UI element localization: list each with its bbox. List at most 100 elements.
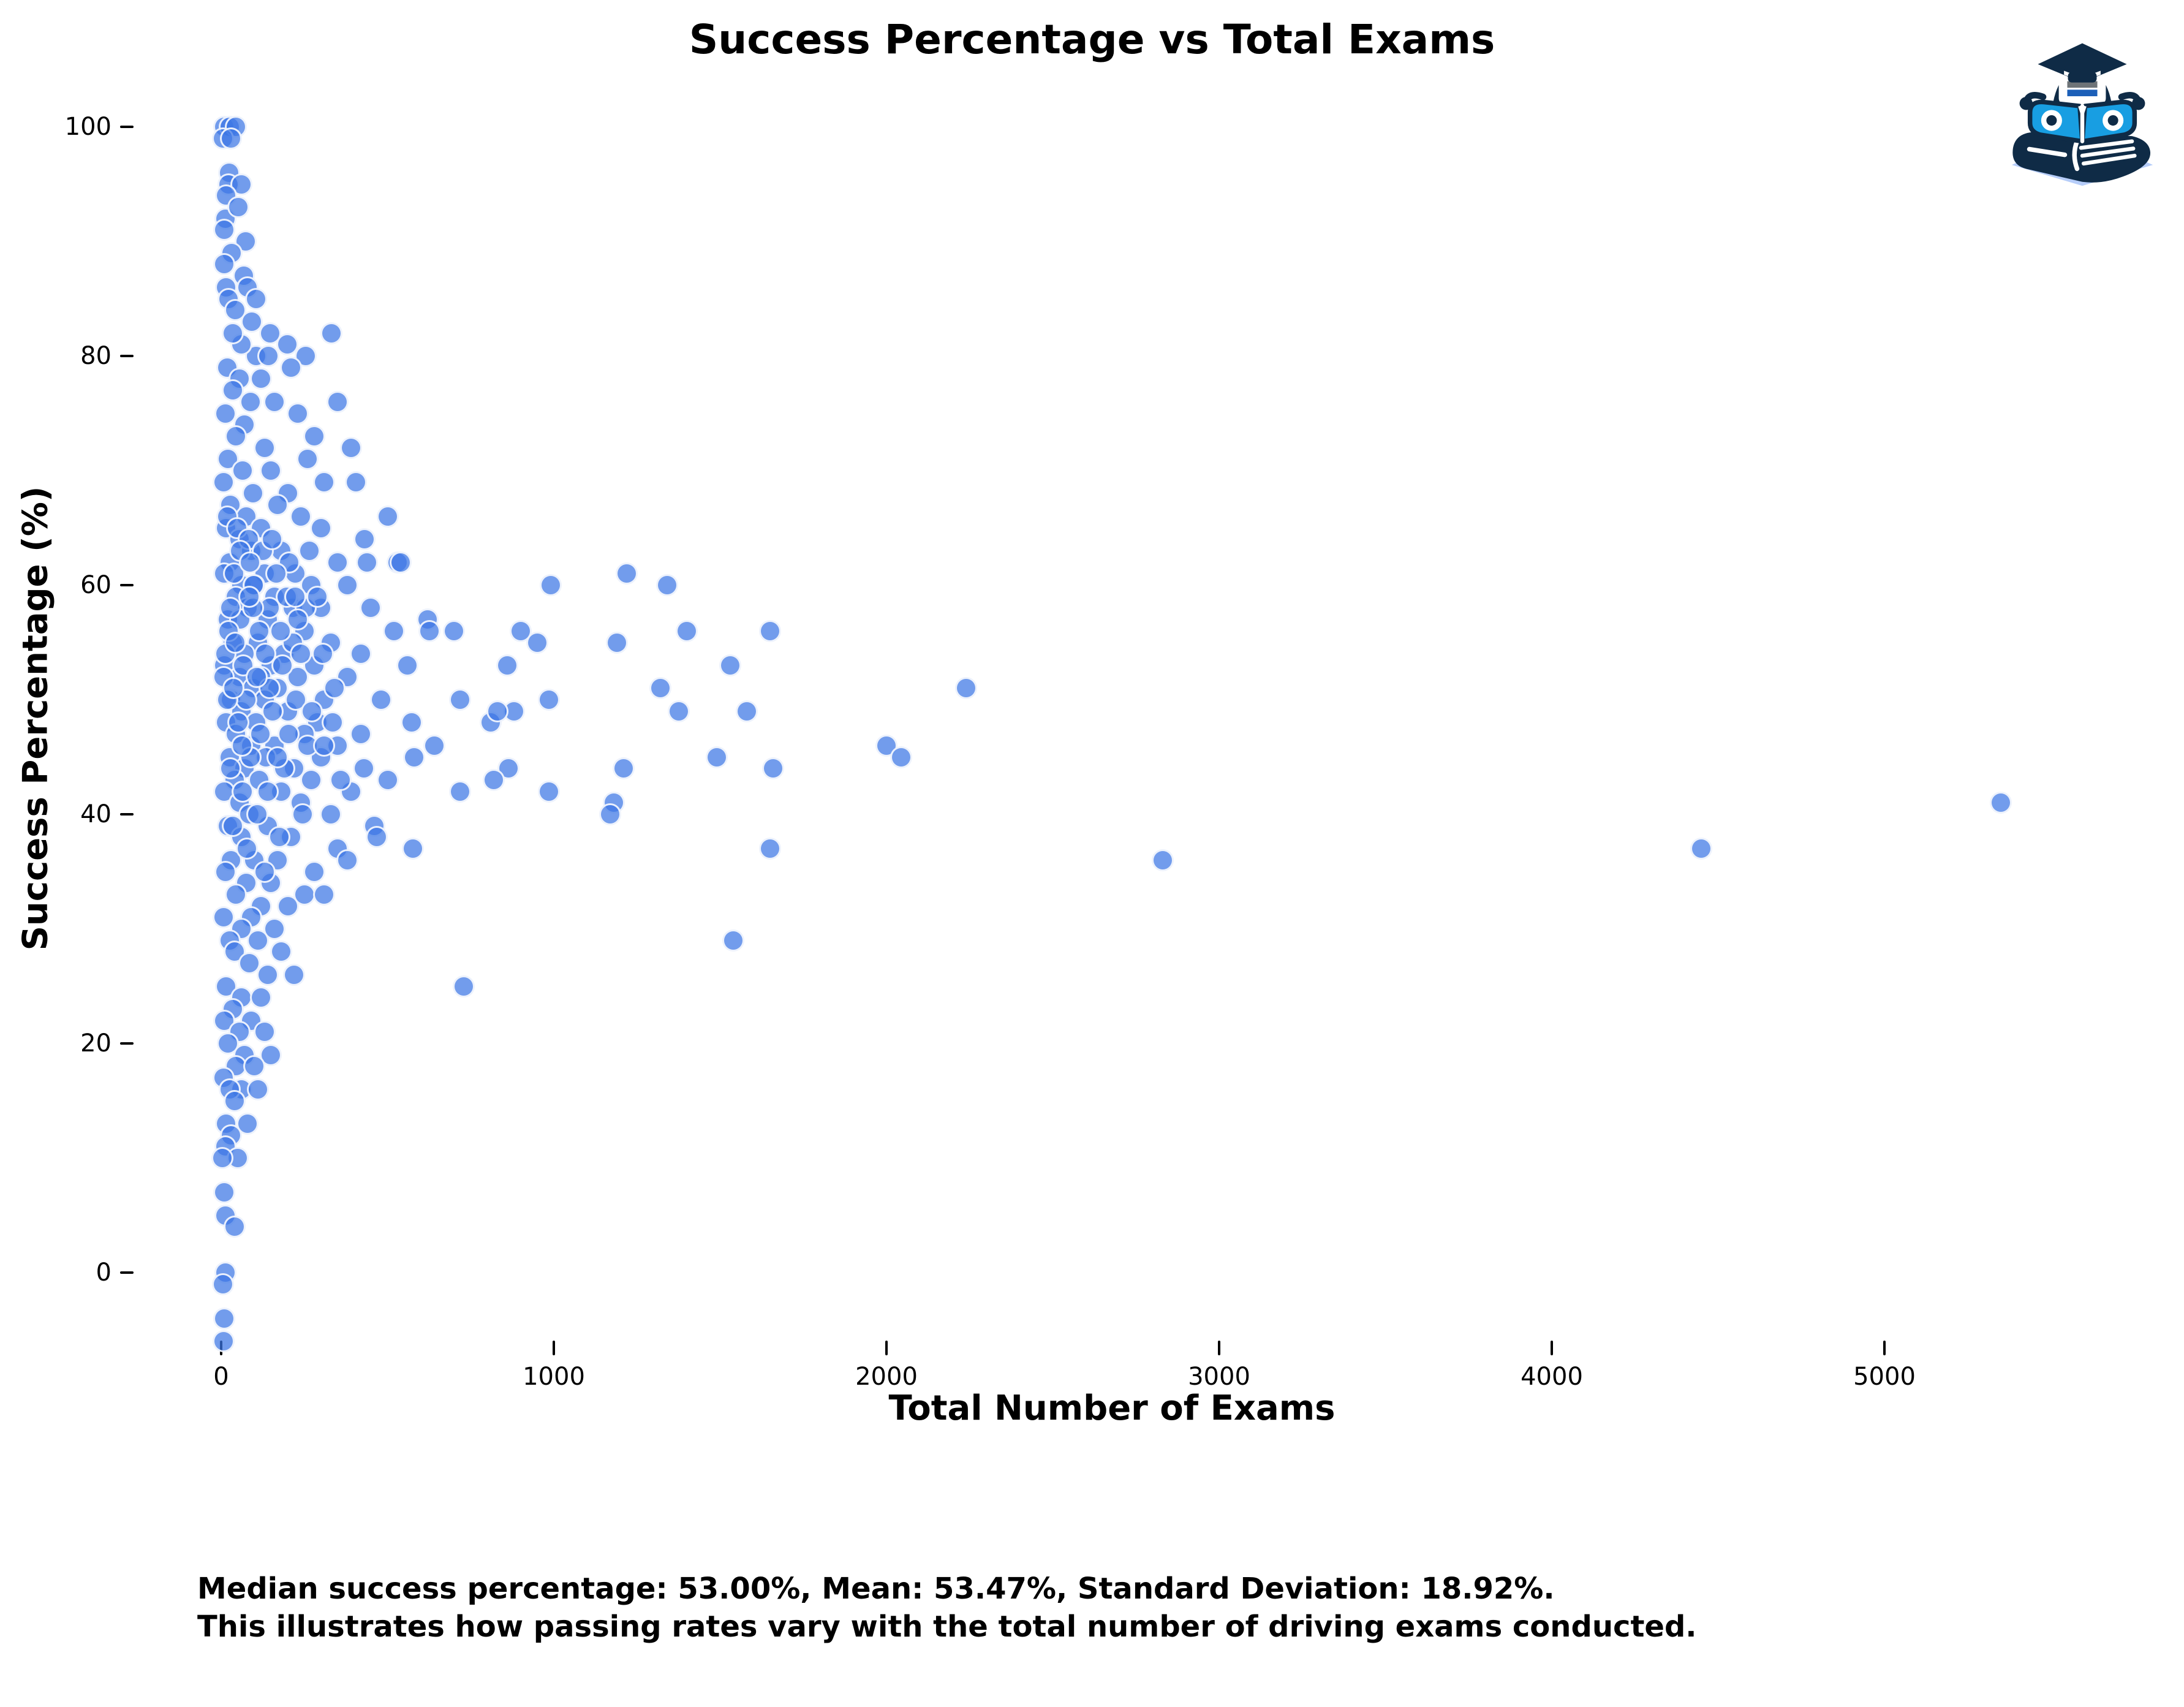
scatter-point — [300, 768, 322, 791]
scatter-point — [215, 184, 238, 207]
scatter-point — [213, 1307, 236, 1330]
scatter-point — [369, 689, 392, 711]
scatter-point — [253, 436, 276, 459]
scatter-point — [890, 746, 913, 768]
scatter-point — [313, 883, 336, 906]
scatter-point — [257, 963, 279, 986]
scatter-point — [269, 619, 292, 642]
scatter-point — [268, 826, 291, 849]
scatter-point — [722, 929, 745, 952]
scatter-point — [366, 826, 388, 849]
x-tick-mark — [885, 1341, 888, 1355]
x-tick-label: 1000 — [523, 1363, 585, 1391]
scatter-point — [309, 517, 332, 539]
scatter-point — [676, 619, 698, 642]
scatter-point — [232, 780, 254, 803]
scatter-point — [539, 574, 562, 596]
scatter-point — [225, 425, 247, 447]
scatter-point — [213, 219, 235, 241]
scatter-point — [220, 127, 243, 150]
scatter-point — [232, 654, 254, 676]
scatter-point — [396, 654, 419, 676]
scatter-point — [344, 471, 367, 493]
scatter-point — [214, 402, 236, 425]
scatter-point — [245, 287, 267, 310]
scatter-point — [390, 551, 412, 573]
scatter-point — [238, 551, 261, 573]
scatter-point — [223, 1216, 246, 1238]
scatter-point — [241, 482, 264, 505]
scatter-point — [758, 838, 781, 860]
scatter-point — [336, 849, 359, 871]
scatter-point — [213, 1181, 235, 1204]
scatter-point — [276, 333, 299, 356]
scatter-point — [303, 425, 326, 447]
scatter-point — [219, 757, 242, 780]
scatter-point — [260, 460, 282, 482]
scatter-point — [290, 643, 312, 665]
scatter-point — [239, 390, 262, 413]
scatter-point — [297, 448, 319, 471]
x-tick-mark — [1218, 1341, 1220, 1355]
scatter-point — [219, 597, 241, 619]
scatter-point — [313, 734, 336, 757]
scatter-point — [606, 631, 629, 654]
scatter-point — [616, 562, 638, 585]
scatter-point — [246, 1078, 269, 1100]
scatter-point — [265, 562, 287, 585]
y-tick-label: 0 — [96, 1258, 111, 1287]
scatter-point — [292, 803, 314, 825]
scatter-point — [1690, 838, 1713, 860]
scatter-point — [276, 895, 299, 917]
scatter-point — [350, 723, 372, 746]
scatter-point — [246, 803, 268, 825]
car-icon — [2019, 43, 2145, 144]
y-tick-label: 40 — [80, 800, 111, 828]
scatter-point — [376, 505, 399, 528]
scatter-point — [253, 1021, 276, 1043]
scatter-point — [290, 505, 312, 528]
y-tick-mark — [120, 1271, 134, 1274]
x-tick-label: 3000 — [1188, 1363, 1250, 1391]
scatter-point — [719, 654, 741, 676]
scatter-point — [266, 746, 289, 768]
scatter-point — [1151, 849, 1174, 871]
scatter-point — [320, 803, 342, 825]
scatter-point — [353, 528, 376, 551]
scatter-point — [613, 757, 635, 780]
scatter-point — [762, 757, 785, 780]
scatter-point — [735, 700, 758, 722]
scatter-point — [248, 619, 271, 642]
x-tick-label: 2000 — [855, 1363, 918, 1391]
scatter-point — [212, 1273, 235, 1295]
stats-caption: Median success percentage: 53.00%, Mean:… — [197, 1570, 1697, 1646]
scatter-point — [376, 768, 399, 791]
scatter-point — [448, 780, 471, 803]
scatter-point — [253, 860, 276, 883]
scatter-point — [443, 619, 466, 642]
scatter-point — [706, 746, 728, 768]
scatter-point — [238, 585, 260, 608]
scatter-point — [222, 814, 244, 837]
scatter-point — [875, 734, 897, 757]
scatter-point — [486, 700, 508, 722]
scatter-point — [311, 643, 334, 665]
scatter-point — [327, 551, 349, 573]
y-tick-label: 80 — [80, 342, 111, 370]
scatter-point — [283, 963, 306, 986]
x-tick-label: 4000 — [1521, 1363, 1583, 1391]
scatter-point — [243, 1055, 266, 1078]
scatter-point — [259, 677, 281, 700]
scatter-point — [259, 322, 281, 344]
scatter-point — [266, 494, 289, 517]
scatter-point — [257, 345, 280, 367]
scatter-point — [656, 574, 678, 596]
scatter-point — [360, 597, 382, 619]
scatter-point — [270, 941, 292, 963]
scatter-point — [250, 368, 273, 390]
scatter-point — [215, 975, 238, 997]
scatter-point — [225, 883, 247, 906]
scatter-point — [246, 929, 269, 952]
stats-caption-line1: Median success percentage: 53.00%, Mean:… — [197, 1572, 1555, 1606]
